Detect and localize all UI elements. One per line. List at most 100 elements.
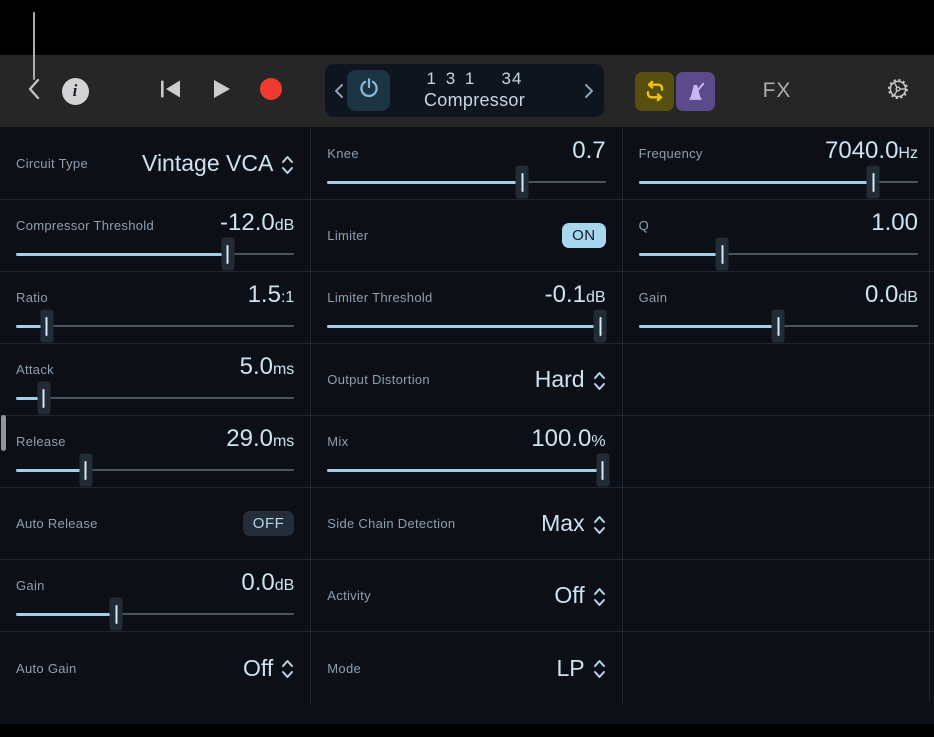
slider-gain[interactable] [638, 309, 918, 343]
slider-compressor-threshold[interactable] [16, 237, 295, 271]
value-number: 100.0 [531, 425, 592, 452]
slider-frequency[interactable] [638, 165, 918, 199]
value-unit: dB [274, 217, 295, 234]
play-button[interactable] [208, 55, 234, 127]
updown-chevrons-icon [593, 371, 605, 390]
slider-track [16, 613, 295, 615]
slider-thumb-release[interactable] [79, 453, 93, 487]
param-value-gain: 0.0dB [241, 569, 294, 597]
slider-thumb-attack[interactable] [37, 381, 51, 415]
value-unit: ms [272, 433, 295, 450]
toolbar: i 1 3 1 [0, 55, 934, 127]
toggle-auto-release[interactable]: OFF [242, 511, 295, 536]
settings-button[interactable] [883, 55, 913, 127]
cycle-loop-button[interactable] [635, 55, 674, 127]
param-value-limiter-threshold: -0.1dB [545, 281, 606, 309]
record-button[interactable] [258, 55, 284, 127]
param-label-mix: Mix [327, 434, 349, 449]
slider-knee[interactable] [327, 165, 606, 199]
toggle-limiter[interactable]: ON [562, 223, 606, 248]
param-label-auto-gain: Auto Gain [16, 660, 77, 676]
cell-limiter-threshold: Limiter Threshold -0.1dB [311, 272, 623, 344]
param-value-attack: 5.0ms [240, 353, 295, 381]
updown-chevrons-icon [282, 155, 294, 174]
param-label-attack: Attack [16, 362, 54, 377]
slider-attack[interactable] [16, 381, 295, 415]
value-number: -12.0 [220, 209, 275, 236]
info-button[interactable]: i [61, 55, 89, 127]
fx-button[interactable]: FX [757, 55, 797, 127]
record-icon [259, 77, 283, 106]
slider-fill [16, 468, 86, 472]
slider-thumb-limiter-threshold[interactable] [593, 309, 607, 343]
metronome-button[interactable] [676, 55, 715, 127]
slider-thumb-gain[interactable] [771, 309, 785, 343]
select-value: Vintage VCA [142, 150, 274, 176]
updown-chevrons-icon [593, 587, 605, 606]
value-number: 29.0 [226, 425, 273, 452]
slider-fill [327, 324, 601, 328]
select-value: Off [243, 654, 274, 681]
transport-readout[interactable]: 1 3 1 34 Compressor [383, 69, 566, 111]
select-activity[interactable]: Off [554, 582, 605, 609]
slider-track [16, 325, 295, 327]
cell-attack: Attack 5.0ms [0, 344, 312, 416]
slider-fill [327, 468, 603, 472]
param-value-knee: 0.7 [572, 137, 605, 165]
previous-plugin-button[interactable] [333, 64, 346, 117]
select-auto-gain[interactable]: Off [243, 655, 294, 682]
select-circuit-type[interactable]: Vintage VCA [142, 150, 294, 177]
param-value-ratio: 1.5:1 [248, 281, 295, 309]
param-value-q: 1.00 [871, 209, 918, 237]
param-label-side-chain-detection: Side Chain Detection [327, 516, 456, 531]
slider-limiter-threshold[interactable] [327, 309, 607, 343]
scroll-indicator[interactable] [1, 415, 6, 451]
slider-ratio[interactable] [16, 309, 295, 343]
slider-fill [327, 180, 523, 184]
slider-thumb-compressor-threshold[interactable] [221, 237, 234, 271]
slider-gain[interactable] [16, 597, 295, 631]
slider-fill [16, 612, 117, 616]
select-value: Off [554, 582, 585, 608]
slider-release[interactable] [16, 453, 295, 487]
cell-mix: Mix 100.0% [311, 416, 623, 488]
plugin-power-button[interactable] [347, 70, 390, 111]
slider-thumb-ratio[interactable] [40, 309, 54, 343]
slider-thumb-q[interactable] [715, 237, 729, 271]
value-unit: dB [898, 289, 918, 306]
cell-gain: Gain 0.0dB [622, 272, 934, 344]
slider-thumb-mix[interactable] [596, 453, 610, 487]
slider-thumb-frequency[interactable] [866, 165, 880, 199]
settings-gear-icon [884, 75, 912, 108]
value-number: 1.00 [871, 209, 918, 236]
slider-q[interactable] [638, 237, 918, 271]
power-icon [357, 76, 381, 105]
pane-divider-line [33, 12, 35, 80]
param-label-limiter: Limiter [327, 228, 369, 243]
slider-track [638, 253, 918, 255]
value-unit: :1 [280, 289, 295, 306]
cell-auto-release: Auto Release OFF [0, 488, 312, 560]
param-label-release: Release [16, 434, 66, 449]
slider-fill [638, 180, 874, 184]
cell-q: Q 1.00 [622, 200, 934, 272]
go-to-beginning-button[interactable] [156, 55, 184, 127]
empty-cell [622, 416, 934, 488]
slider-fill [16, 396, 44, 400]
updown-chevrons-icon [593, 515, 605, 534]
slider-thumb-gain[interactable] [109, 597, 123, 631]
cell-gain: Gain 0.0dB [0, 560, 312, 632]
select-mode[interactable]: LP [556, 655, 605, 682]
slider-thumb-knee[interactable] [515, 165, 529, 199]
value-number: 0.0 [865, 281, 899, 308]
select-output-distortion[interactable]: Hard [535, 366, 606, 393]
slider-mix[interactable] [327, 453, 610, 487]
value-number: 5.0 [239, 353, 273, 380]
select-side-chain-detection[interactable]: Max [541, 510, 605, 537]
slider-fill [638, 252, 723, 256]
empty-cell [623, 632, 934, 704]
slider-fill [16, 324, 47, 328]
back-button[interactable] [22, 55, 46, 127]
next-plugin-button[interactable] [582, 64, 595, 117]
